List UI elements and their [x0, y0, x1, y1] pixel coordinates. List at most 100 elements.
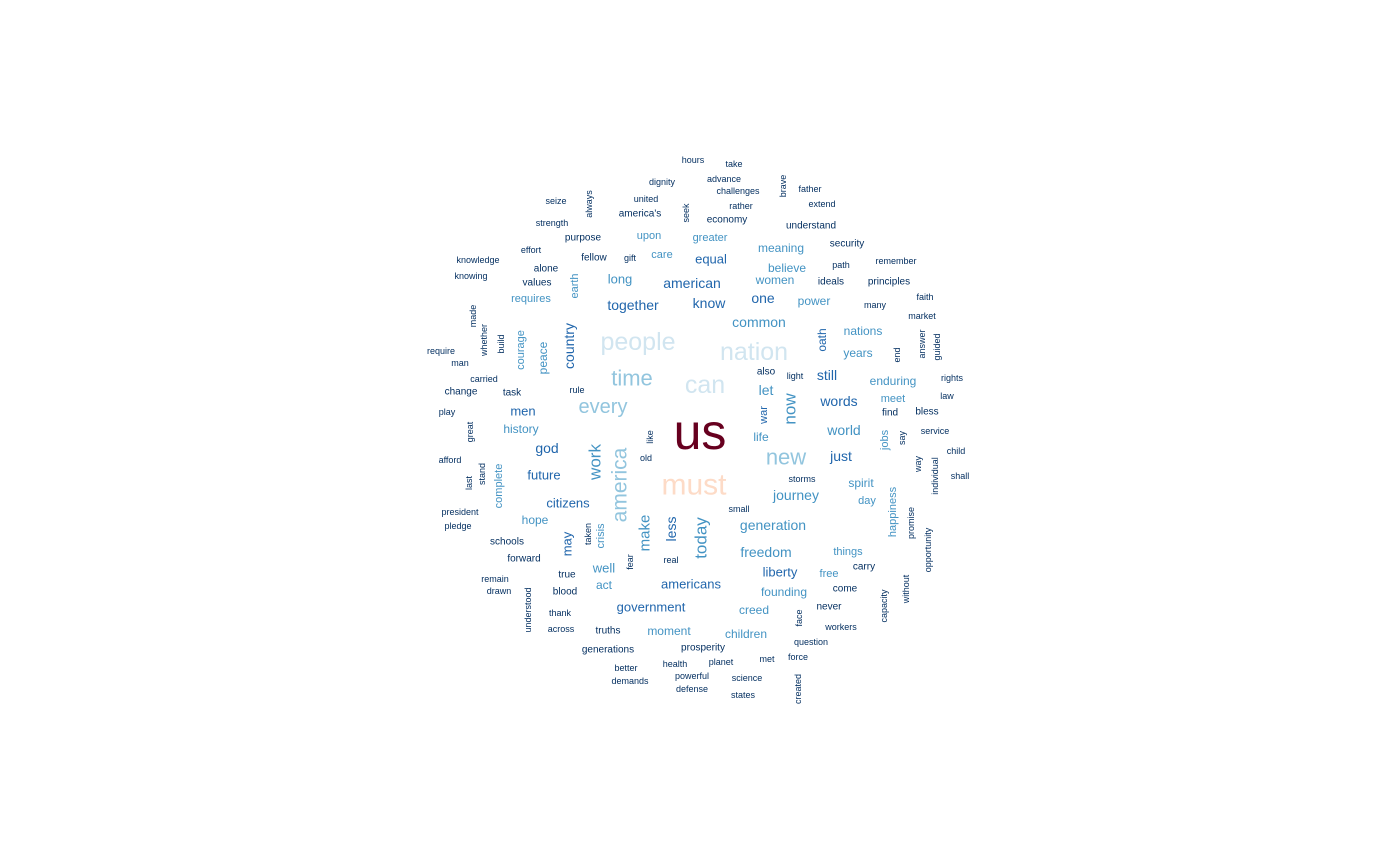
word-act: act — [596, 578, 613, 592]
word-dignity: dignity — [649, 177, 676, 187]
word-generations: generations — [582, 645, 634, 656]
word-creed: creed — [739, 603, 769, 617]
word-moment: moment — [647, 624, 691, 638]
word-american: american — [663, 275, 721, 291]
word-brave: brave — [778, 175, 788, 198]
word-effort: effort — [521, 245, 542, 255]
word-care: care — [651, 249, 672, 261]
word-defense: defense — [676, 684, 708, 694]
word-real: real — [663, 555, 678, 565]
word-spirit: spirit — [848, 476, 874, 490]
word-child: child — [947, 446, 966, 456]
word-president: president — [441, 507, 479, 517]
word-day: day — [858, 495, 876, 507]
word-across: across — [548, 624, 575, 634]
word-remember: remember — [875, 256, 916, 266]
word-now: now — [781, 393, 800, 425]
word-work: work — [586, 444, 605, 481]
word-true: true — [558, 570, 576, 581]
word-courage: courage — [515, 330, 527, 370]
word-complete: complete — [493, 464, 505, 509]
word-stand: stand — [477, 463, 487, 485]
word-time: time — [611, 366, 653, 391]
word-question: question — [794, 637, 828, 647]
word-way: way — [913, 456, 923, 474]
word-citizens: citizens — [546, 496, 590, 511]
word-understand: understand — [786, 221, 836, 232]
word-last: last — [464, 476, 474, 491]
word-science: science — [732, 673, 763, 683]
word-afford: afford — [439, 455, 462, 465]
word-rule: rule — [569, 385, 584, 395]
word-know: know — [693, 295, 727, 311]
word-children: children — [725, 627, 767, 641]
word-let: let — [759, 382, 774, 398]
word-schools: schools — [490, 537, 524, 548]
word-shall: shall — [951, 471, 970, 481]
word-us: us — [674, 404, 727, 460]
word-long: long — [608, 272, 633, 287]
word-seize: seize — [545, 196, 566, 206]
word-find: find — [882, 408, 898, 419]
word-crisis: crisis — [595, 523, 607, 549]
word-power: power — [798, 294, 831, 308]
word-requires: requires — [511, 293, 551, 305]
word-purpose: purpose — [565, 233, 602, 244]
word-equal: equal — [695, 252, 727, 267]
word-great: great — [465, 421, 475, 442]
word-carried: carried — [470, 374, 498, 384]
word-one: one — [751, 290, 775, 306]
word-seek: seek — [681, 203, 691, 223]
word-service: service — [921, 426, 950, 436]
word-whether: whether — [479, 324, 489, 357]
word-knowing: knowing — [454, 271, 487, 281]
word-every: every — [579, 396, 628, 418]
word-bless: bless — [915, 407, 938, 418]
word-made: made — [468, 305, 478, 328]
word-require: require — [427, 346, 455, 356]
word-take: take — [725, 159, 742, 169]
word-well: well — [592, 561, 616, 576]
word-today: today — [692, 517, 711, 559]
word-forward: forward — [507, 554, 540, 565]
word-make: make — [637, 515, 654, 552]
word-life: life — [753, 430, 769, 444]
word-remain: remain — [481, 574, 509, 584]
word-america: america — [609, 447, 632, 522]
word-planet: planet — [709, 657, 734, 667]
word-greater: greater — [693, 232, 728, 244]
word-can: can — [685, 371, 725, 399]
word-nation: nation — [720, 338, 788, 366]
word-country: country — [561, 323, 577, 369]
word-man: man — [451, 358, 469, 368]
word-demands: demands — [611, 676, 649, 686]
word-may: may — [560, 531, 575, 556]
word-enduring: enduring — [870, 374, 917, 388]
word-less: less — [663, 517, 679, 542]
word-health: health — [663, 659, 688, 669]
word-things: things — [833, 546, 863, 558]
word-ideals: ideals — [818, 277, 844, 288]
word-happiness: happiness — [887, 486, 899, 537]
word-knowledge: knowledge — [456, 255, 499, 265]
word-war: war — [758, 406, 770, 425]
word-principles: principles — [868, 277, 910, 288]
word-face: face — [794, 609, 804, 626]
word-values: values — [523, 278, 552, 289]
word-like: like — [645, 430, 655, 444]
word-new: new — [766, 445, 806, 470]
word-force: force — [788, 652, 808, 662]
word-truths: truths — [595, 626, 620, 637]
word-taken: taken — [583, 523, 593, 545]
word-men: men — [510, 404, 535, 419]
word-challenges: challenges — [716, 186, 760, 196]
word-states: states — [731, 690, 756, 700]
word-rather: rather — [729, 201, 753, 211]
word-without: without — [901, 574, 911, 604]
word-rights: rights — [941, 373, 964, 383]
word-nations: nations — [844, 324, 883, 338]
word-jobs: jobs — [879, 429, 891, 451]
word-fellow: fellow — [581, 253, 607, 264]
word-hours: hours — [682, 155, 705, 165]
